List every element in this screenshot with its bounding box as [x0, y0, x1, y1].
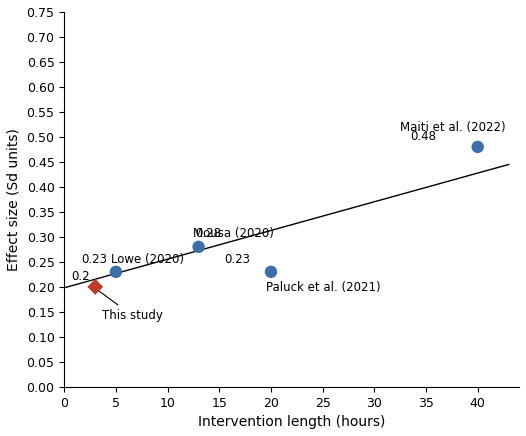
Text: Lowe (2020): Lowe (2020): [111, 253, 184, 266]
Y-axis label: Effect size (Sd units): Effect size (Sd units): [7, 128, 21, 271]
Text: This study: This study: [97, 290, 164, 322]
Text: Maiti et al. (2022): Maiti et al. (2022): [400, 121, 506, 134]
Text: 0.48: 0.48: [410, 130, 437, 143]
X-axis label: Intervention length (hours): Intervention length (hours): [198, 415, 386, 429]
Point: [267, 268, 275, 275]
Point: [473, 143, 482, 150]
Text: 0.23: 0.23: [82, 253, 108, 266]
Point: [112, 268, 120, 275]
Point: [91, 283, 99, 290]
Text: 0.23: 0.23: [225, 253, 250, 266]
Text: Paluck et al. (2021): Paluck et al. (2021): [266, 281, 380, 294]
Point: [195, 243, 203, 250]
Text: 0.2: 0.2: [72, 270, 90, 283]
Text: Mousa (2020): Mousa (2020): [194, 227, 275, 240]
Text: 0.28: 0.28: [196, 227, 221, 240]
